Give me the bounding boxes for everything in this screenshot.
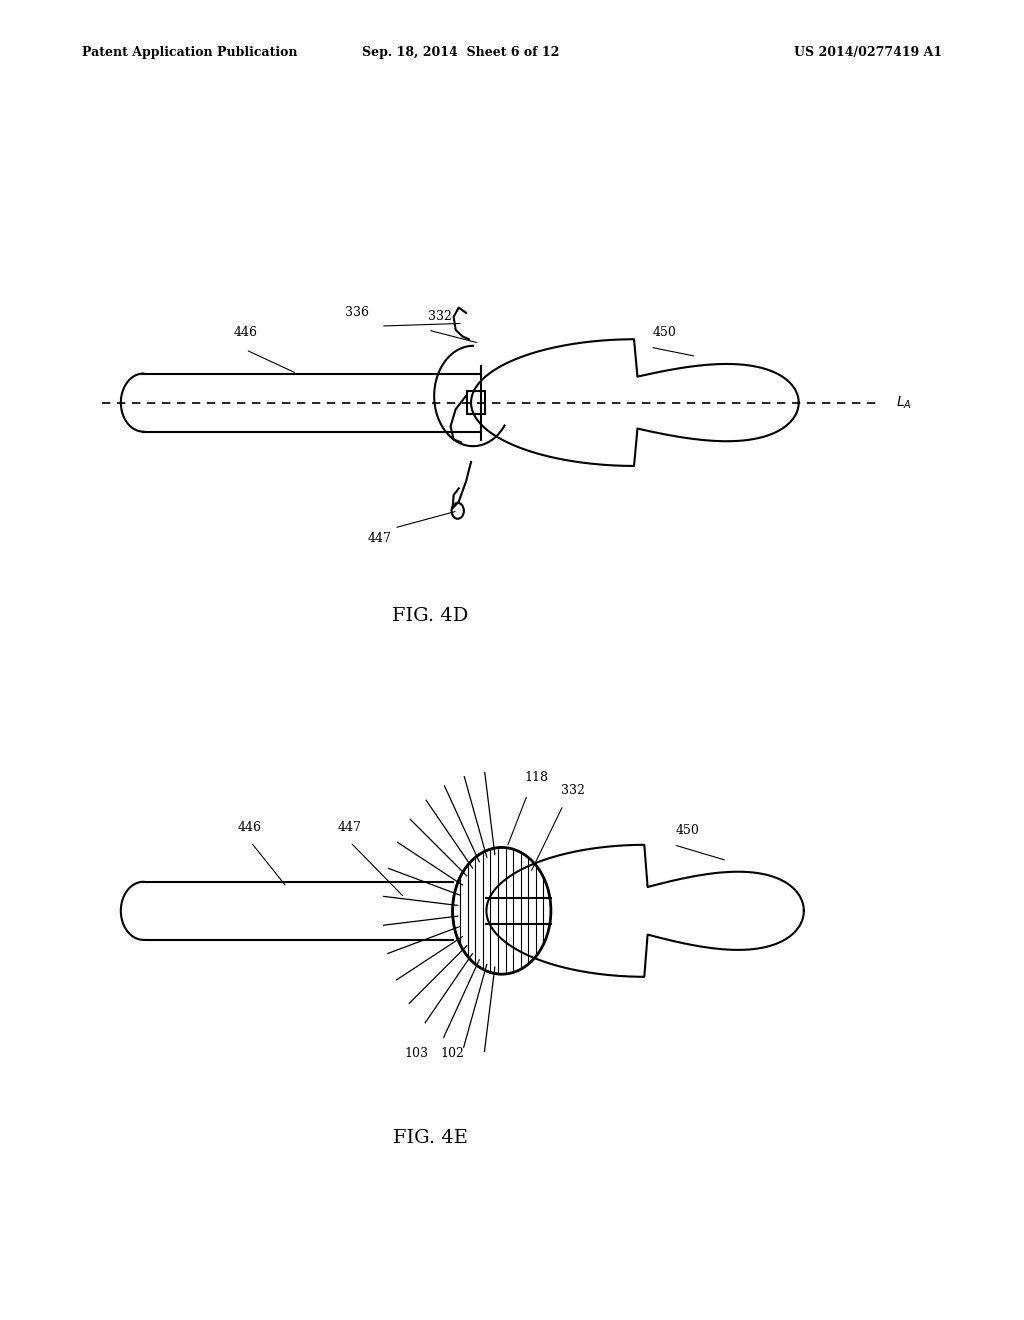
Text: 446: 446	[233, 326, 257, 339]
Text: $L_A$: $L_A$	[896, 395, 911, 411]
Text: 118: 118	[524, 771, 548, 784]
Text: 447: 447	[368, 532, 391, 545]
Text: Patent Application Publication: Patent Application Publication	[82, 46, 297, 59]
Text: 332: 332	[428, 310, 452, 323]
Text: 447: 447	[338, 821, 361, 834]
Text: 446: 446	[238, 821, 261, 834]
Text: 450: 450	[676, 824, 699, 837]
Text: FIG. 4D: FIG. 4D	[392, 607, 468, 626]
Text: 102: 102	[440, 1047, 464, 1060]
Text: 103: 103	[404, 1047, 428, 1060]
Text: FIG. 4E: FIG. 4E	[392, 1129, 468, 1147]
Bar	[467, 391, 485, 414]
Text: US 2014/0277419 A1: US 2014/0277419 A1	[794, 46, 942, 59]
Text: 450: 450	[652, 326, 676, 339]
Text: 332: 332	[561, 784, 585, 797]
Text: 336: 336	[345, 306, 369, 319]
Text: Sep. 18, 2014  Sheet 6 of 12: Sep. 18, 2014 Sheet 6 of 12	[362, 46, 559, 59]
